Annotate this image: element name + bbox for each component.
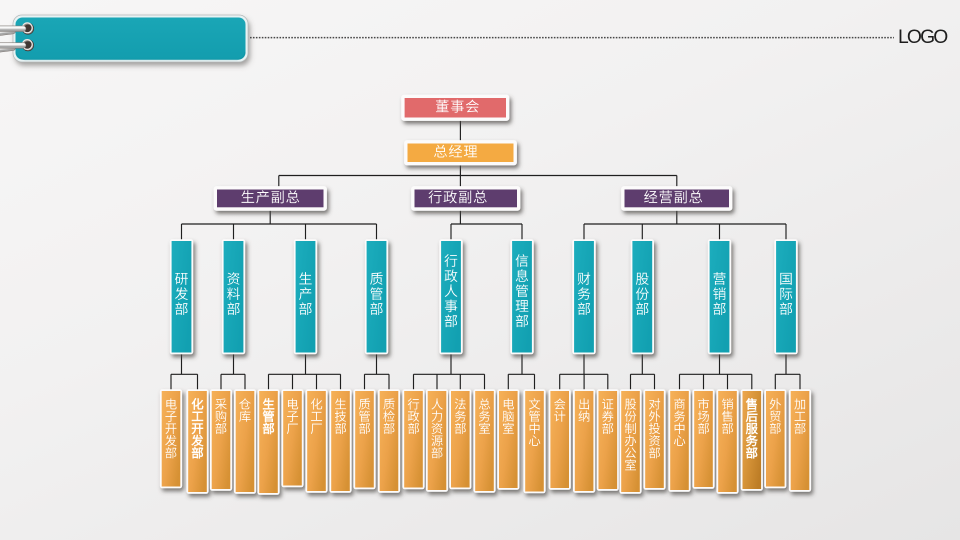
svg-text:LOGO: LOGO — [898, 27, 949, 48]
